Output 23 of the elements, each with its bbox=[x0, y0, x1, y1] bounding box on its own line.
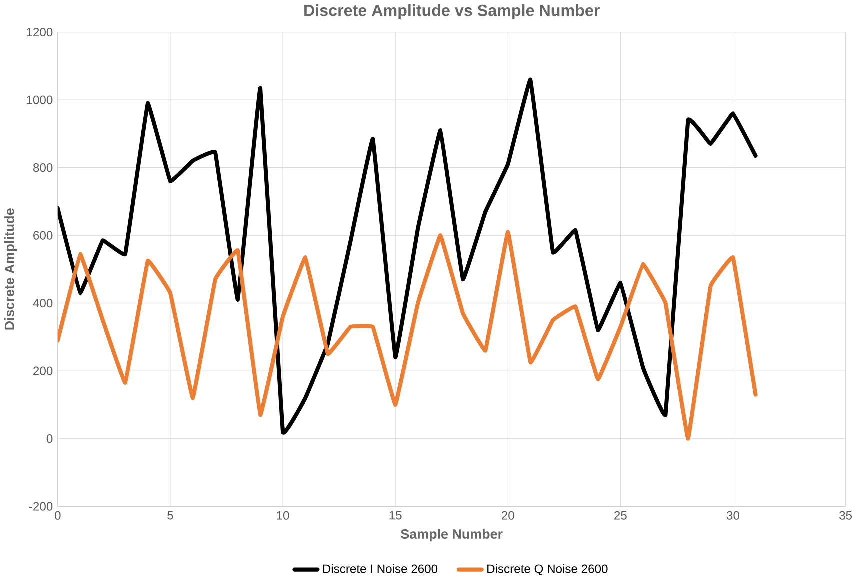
x-tick-label: 15 bbox=[390, 512, 402, 520]
y-tick-label: -200 bbox=[29, 502, 53, 512]
x-axis-title: Sample Number bbox=[401, 529, 503, 542]
y-tick-label: 600 bbox=[34, 232, 53, 240]
x-tick-label: 0 bbox=[55, 512, 61, 520]
legend-label: Discrete Q Noise 2600 bbox=[488, 564, 608, 576]
x-tick-label: 35 bbox=[840, 512, 852, 520]
legend-label: Discrete I Noise 2600 bbox=[323, 564, 438, 574]
x-tick-label: 30 bbox=[726, 512, 740, 520]
x-tick-label: 10 bbox=[277, 512, 290, 520]
y-axis-title: Discrete Amplitude bbox=[4, 208, 18, 330]
y-tick-label: 400 bbox=[33, 299, 53, 308]
line-series bbox=[58, 230, 758, 442]
x-tick-label: 5 bbox=[168, 512, 174, 520]
line-series bbox=[58, 78, 758, 434]
y-tick-label: 1000 bbox=[27, 96, 53, 105]
y-tick-label: 0 bbox=[46, 434, 53, 444]
y-tick-label: 200 bbox=[34, 367, 53, 376]
y-tick-label: 800 bbox=[34, 164, 53, 172]
x-tick-label: 25 bbox=[614, 512, 627, 520]
chart-title: Discrete Amplitude vs Sample Number bbox=[304, 4, 600, 20]
y-tick-label: 1200 bbox=[27, 28, 53, 37]
x-tick-label: 20 bbox=[502, 512, 514, 520]
